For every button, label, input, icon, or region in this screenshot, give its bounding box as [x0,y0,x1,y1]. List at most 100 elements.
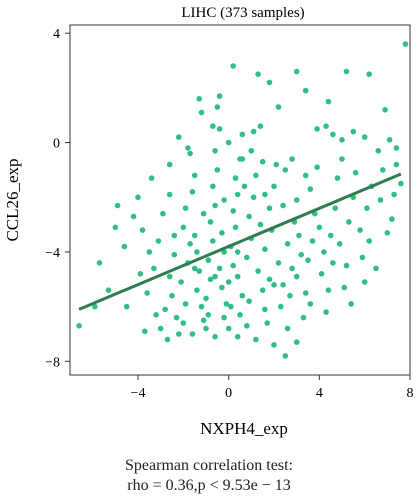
correlation-annotation: Spearman correlation test: rho = 0.36,p … [0,456,418,496]
scatter-point [307,301,314,307]
scatter-point [191,232,198,239]
scatter-point [232,224,239,231]
scatter-point [139,227,146,233]
scatter-point [257,221,264,228]
scatter-point [160,210,166,217]
scatter-point [216,265,223,272]
scatter-point [203,325,209,332]
scatter-point [287,292,293,299]
scatter-point [302,172,309,179]
scatter-point [384,230,391,236]
scatter-point [259,158,266,165]
scatter-point [234,191,241,198]
y-axis-ticks: 4 0 −4 −8 [45,27,70,370]
scatter-point [266,79,273,86]
scatter-point [255,71,261,77]
scatter-point [214,167,221,173]
scatter-point [230,262,236,269]
scatter-point [244,323,250,329]
scatter-point [212,148,218,154]
x-tick-label: 8 [407,386,414,401]
scatter-point [280,202,286,209]
scatter-point [234,333,241,340]
scatter-point [225,139,232,146]
scatter-point [305,257,311,264]
y-axis-label: CCL26_exp [3,158,22,241]
y-tick-label: −8 [45,355,60,370]
scatter-point [293,68,300,75]
scatter-point [318,271,325,277]
scatter-point [282,353,289,359]
scatter-point [232,175,239,181]
scatter-point [257,123,264,129]
x-tick-label: −4 [131,386,146,401]
scatter-point [262,191,268,198]
scatter-point [250,128,257,135]
scatter-point [223,301,230,307]
x-axis-ticks: −4 0 4 8 [131,375,414,401]
annotation-line-2: rho = 0.36,p < 9.53e − 13 [127,477,291,494]
scatter-point [214,104,221,110]
scatter-point [382,107,388,113]
scatter-point [96,260,103,266]
scatter-point [210,123,216,129]
scatter-point [296,232,302,239]
x-tick-label: 0 [225,386,232,401]
scatter-point [153,312,159,318]
scatter-point [391,191,397,198]
scatter-point [380,167,386,173]
scatter-point [398,180,404,187]
scatter-point [393,145,400,151]
scatter-point [246,213,252,220]
scatter-point [146,249,153,255]
scatter-point [191,265,198,272]
scatter-point [187,241,193,247]
scatter-point [180,224,187,231]
scatter-point [198,303,205,310]
scatter-point [271,342,277,348]
scatter-point [166,191,173,198]
scatter-point [250,194,257,201]
scatter-point [196,96,202,102]
scatter-point [114,202,121,209]
y-tick-label: 0 [53,137,60,152]
scatter-point [194,249,200,255]
scatter-point [309,238,316,244]
scatter-point [284,241,291,247]
scatter-point [230,208,236,214]
scatter-point [225,325,232,332]
scatter-point [307,186,314,192]
scatter-point [366,238,373,244]
scatter-point [137,271,144,277]
scatter-point [228,303,234,310]
scatter-point [166,273,173,280]
scatter-point [346,219,352,225]
scatter-point [259,287,266,294]
scatter-point [357,227,363,233]
scatter-point [339,137,345,143]
scatter-point [323,123,329,129]
scatter-point [210,183,216,190]
scatter-point [205,257,212,264]
scatter-point [191,172,198,179]
scatter-point [176,134,182,140]
scatter-point [210,238,216,244]
x-axis-label: NXPH4_exp [200,419,288,438]
scatter-point [148,175,155,181]
scatter-point [180,320,187,326]
scatter-point [171,232,178,239]
scatter-point [386,137,393,143]
scatter-point [275,260,282,266]
scatter-point [219,230,225,236]
y-tick-label: 4 [53,27,60,42]
scatter-point [293,197,300,203]
scatter-point [339,156,345,162]
scatter-point [92,303,98,310]
scatter-point [348,301,354,307]
scatter-point [359,254,366,261]
scatter-point [314,126,320,132]
scatter-point [350,128,357,135]
scatter-point [314,164,320,170]
scatter-point [216,126,223,132]
